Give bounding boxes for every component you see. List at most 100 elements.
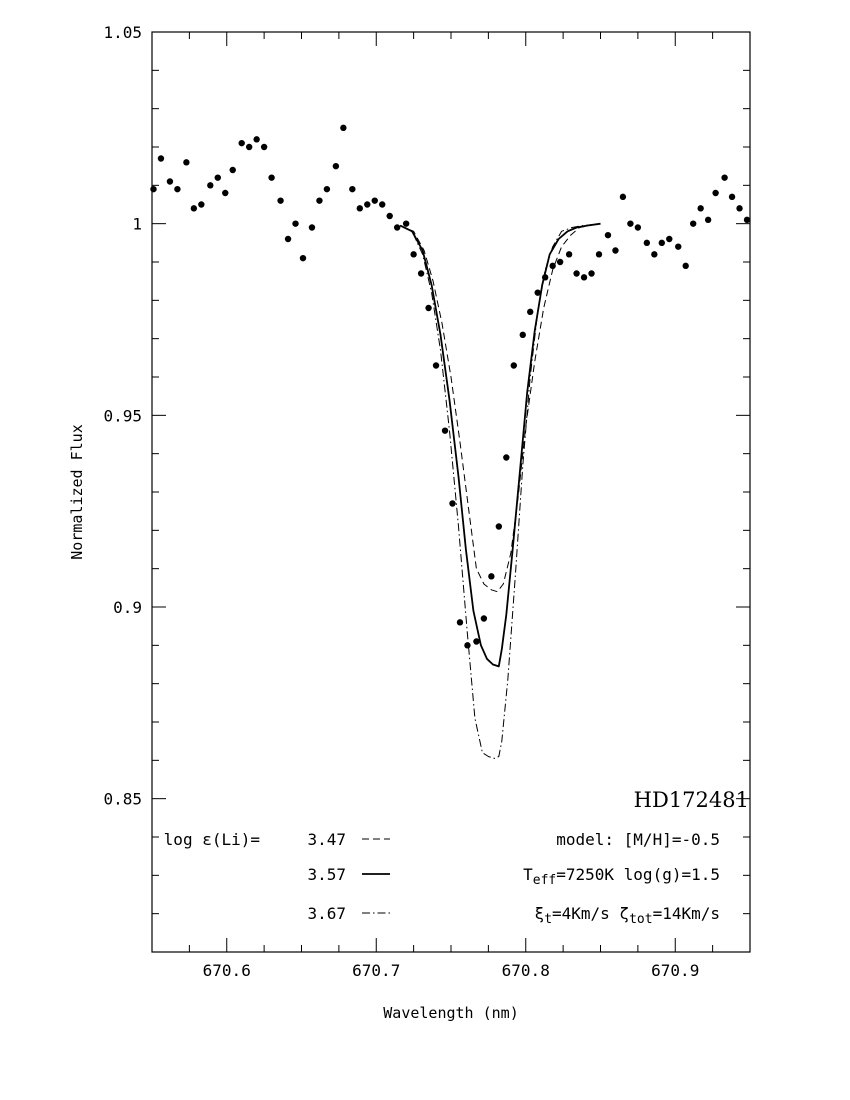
- observed-point: [712, 189, 719, 197]
- observed-point: [229, 166, 236, 174]
- legend-abundance-prefix: log ε(Li)=: [164, 830, 260, 849]
- observed-point: [183, 159, 190, 166]
- observed-point: [198, 201, 205, 208]
- observed-point: [441, 427, 449, 434]
- x-tick-label: 670.7: [352, 961, 400, 980]
- observed-point: [456, 619, 464, 626]
- observed-point: [488, 573, 495, 580]
- observed-point: [260, 143, 268, 151]
- observed-point: [150, 185, 157, 193]
- model-line-3-67: [399, 223, 601, 759]
- observed-point: [190, 205, 198, 212]
- y-tick-label: 0.95: [103, 406, 142, 425]
- observed-point: [634, 224, 642, 231]
- observed-point: [697, 205, 704, 212]
- model-lines: [399, 222, 601, 759]
- x-tick-label: 670.6: [203, 961, 251, 980]
- x-tick-label: 670.9: [651, 961, 699, 980]
- observed-point: [323, 185, 331, 193]
- plot-frame: [151, 31, 751, 953]
- observed-point: [174, 185, 181, 193]
- observed-points: [150, 124, 751, 649]
- observed-point: [588, 270, 595, 277]
- observed-point: [316, 197, 323, 204]
- observed-point: [464, 642, 471, 649]
- y-tick-label: 1.05: [103, 23, 142, 42]
- model-line-3-47: [400, 223, 601, 593]
- observed-point: [284, 235, 292, 243]
- observed-point: [299, 254, 307, 262]
- model-line-3-57: [399, 222, 601, 668]
- legend-label-3-67: 3.67: [307, 904, 346, 923]
- observed-point: [675, 243, 682, 250]
- observed-point: [393, 224, 401, 231]
- observed-point: [253, 136, 260, 143]
- x-axis-title: Wavelength (nm): [383, 1004, 518, 1022]
- observed-point: [604, 231, 612, 239]
- model-line-teff-logg: Teff=7250K log(g)=1.5: [523, 865, 720, 888]
- observed-point: [580, 274, 588, 281]
- observed-point: [480, 615, 488, 622]
- observed-point: [689, 220, 697, 227]
- observed-point: [386, 212, 393, 220]
- observed-point: [643, 239, 651, 247]
- legend-label-3-47: 3.47: [307, 830, 346, 849]
- observed-point: [573, 270, 580, 277]
- observed-point: [222, 189, 229, 197]
- observed-point: [157, 155, 165, 162]
- observed-point: [449, 500, 456, 507]
- observed-point: [379, 201, 386, 208]
- y-tick-label: 0.85: [103, 790, 142, 809]
- observed-point: [519, 331, 526, 339]
- observed-point: [704, 216, 712, 224]
- observed-point: [527, 308, 534, 316]
- observed-point: [238, 139, 245, 147]
- observed-point: [340, 124, 347, 132]
- observed-point: [364, 201, 371, 208]
- observed-point: [612, 247, 619, 254]
- observed-point: [721, 174, 728, 181]
- observed-point: [503, 454, 510, 461]
- legend: log ε(Li)= 3.47 3.57 3.67 model: [M/H]=-…: [164, 830, 720, 927]
- observed-point: [666, 235, 673, 243]
- observed-point: [510, 362, 517, 369]
- observed-point: [619, 193, 627, 201]
- observed-point: [495, 523, 503, 530]
- observed-point: [402, 220, 410, 227]
- observed-point: [549, 262, 556, 270]
- legend-label-3-57: 3.57: [307, 865, 346, 884]
- observed-point: [166, 178, 174, 185]
- observed-point: [541, 274, 549, 281]
- model-line-metallicity: model: [M/H]=-0.5: [556, 830, 720, 849]
- observed-point: [728, 193, 736, 201]
- observed-point: [410, 251, 417, 258]
- observed-point: [371, 197, 378, 204]
- observed-point: [556, 258, 564, 266]
- observed-point: [432, 362, 440, 369]
- observed-point: [651, 251, 658, 258]
- observed-point: [425, 304, 432, 312]
- observed-point: [473, 638, 480, 645]
- observed-point: [245, 143, 253, 151]
- star-name: HD172481: [634, 788, 749, 812]
- y-axis-title: Normalized Flux: [68, 424, 86, 559]
- observed-point: [268, 174, 275, 181]
- x-tick-label: 670.8: [502, 961, 550, 980]
- observed-point: [534, 289, 541, 296]
- y-tick-label: 0.9: [113, 598, 142, 617]
- observed-point: [682, 262, 689, 270]
- observed-point: [332, 162, 340, 170]
- observed-point: [658, 239, 665, 247]
- observed-point: [565, 251, 573, 258]
- observed-point: [743, 216, 751, 224]
- observed-point: [207, 182, 214, 189]
- observed-point: [308, 224, 316, 231]
- y-tick-label: 1: [132, 215, 142, 234]
- tick-labels: 670.6 670.7 670.8 670.9 0.85 0.9 0.95 1 1.05: [103, 23, 699, 980]
- axis-ticks: [151, 31, 751, 953]
- observed-point: [214, 174, 221, 181]
- observed-point: [595, 251, 603, 258]
- observed-point: [627, 220, 634, 227]
- observed-point: [736, 205, 743, 212]
